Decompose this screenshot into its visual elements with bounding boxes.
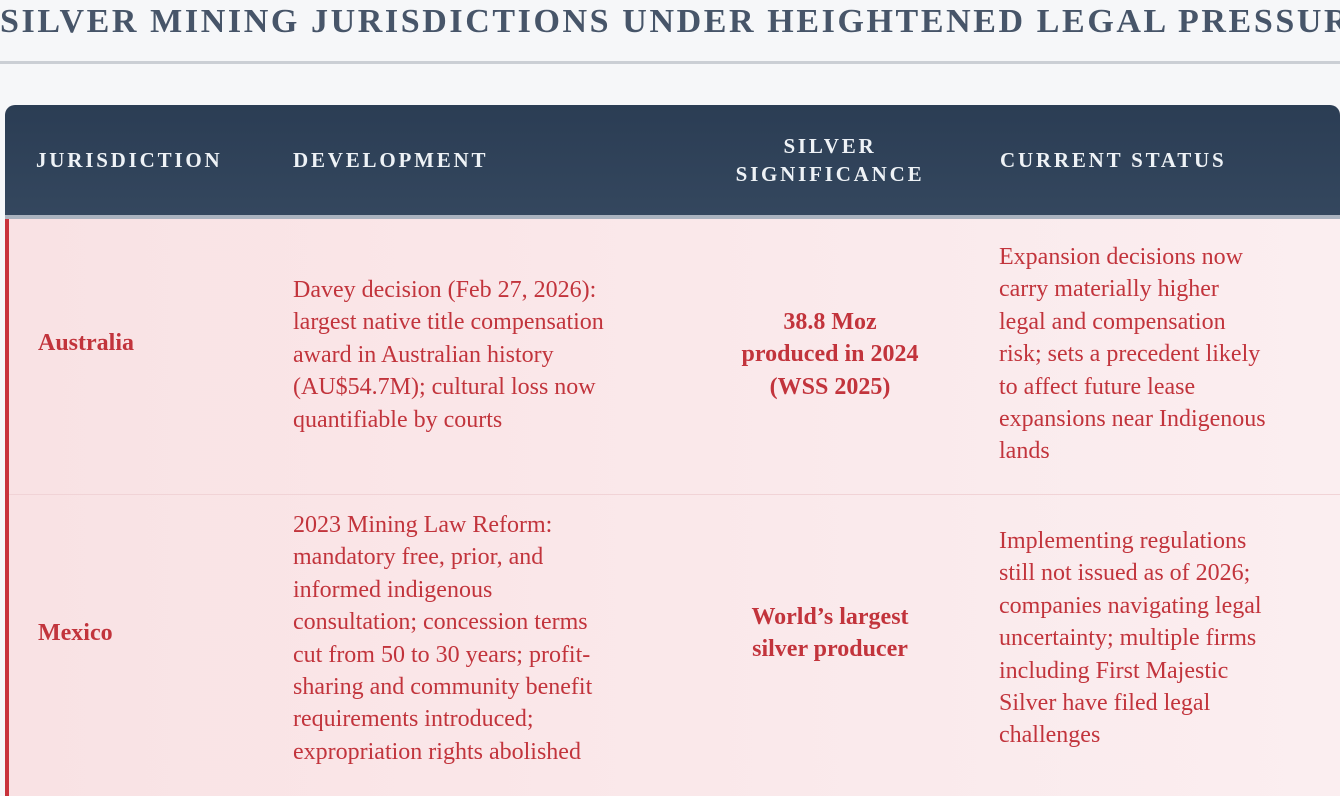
significance-line: 38.8 Moz [783, 309, 877, 335]
development-line: Davey decision (Feb 27, 2026): [293, 277, 597, 303]
current-status-cell: Implementing regulations still not issue… [999, 525, 1262, 752]
row-accent-bar [5, 219, 9, 796]
column-header-silver-significance-line: SILVER [783, 134, 877, 158]
development-line: sharing and community benefit [293, 674, 593, 701]
development-line: award in Australian history [293, 341, 554, 368]
status-line: carry materially higher [999, 276, 1219, 303]
jurisdiction-cell: Australia [38, 330, 134, 356]
significance-line: silver producer [752, 636, 908, 663]
development-line: cut from 50 to 30 years; profit- [293, 641, 591, 668]
table-row-mexico: Mexico 2023 Mining Law Reform: mandatory… [5, 495, 1340, 796]
jurisdiction-cell: Mexico [38, 620, 113, 646]
column-header-development: DEVELOPMENT [293, 148, 489, 172]
development-cell: 2023 Mining Law Reform: mandatory free, … [293, 509, 592, 768]
development-line: requirements introduced; [293, 706, 534, 733]
status-line: Silver have filed legal [999, 690, 1211, 717]
title-divider [0, 61, 1340, 64]
status-line: including First Majestic [999, 657, 1229, 684]
development-line: consultation; concession terms [293, 609, 588, 636]
development-line: expropriation rights abolished [293, 738, 581, 765]
current-status-cell: Expansion decisions now carry materially… [999, 241, 1266, 468]
development-line: informed indigenous [293, 576, 493, 603]
significance-line: produced in 2024 [741, 341, 919, 368]
development-line: quantifiable by courts [293, 406, 503, 433]
status-line: lands [999, 438, 1050, 465]
status-line: uncertainty; multiple firms [999, 625, 1257, 652]
development-line: (AU$54.7M); cultural loss now [293, 374, 596, 401]
page-title: SILVER MINING JURISDICTIONS UNDER HEIGHT… [0, 3, 1340, 40]
status-line: legal and compensation [999, 308, 1226, 335]
status-line: challenges [999, 722, 1101, 749]
development-line: mandatory free, prior, and [293, 544, 544, 571]
status-line: expansions near Indigenous [999, 406, 1266, 433]
status-line: Implementing regulations [999, 528, 1247, 554]
development-line: largest native title compensation [293, 309, 604, 336]
status-line: companies navigating legal [999, 592, 1262, 619]
silver-significance-cell: 38.8 Moz produced in 2024 (WSS 2025) [710, 306, 950, 403]
header-divider [5, 215, 1340, 219]
jurisdictions-table: JURISDICTION DEVELOPMENT SILVER SIGNIFIC… [5, 105, 1340, 796]
column-header-silver-significance-line: SIGNIFICANCE [735, 162, 925, 186]
status-line: still not issued as of 2026; [999, 560, 1251, 587]
column-header-jurisdiction: JURISDICTION [36, 148, 223, 172]
silver-significance-cell: World’s largest silver producer [710, 601, 950, 666]
development-line: 2023 Mining Law Reform: [293, 512, 553, 538]
table-row-australia: Australia Davey decision (Feb 27, 2026):… [5, 219, 1340, 494]
significance-line: (WSS 2025) [769, 373, 891, 400]
column-header-silver-significance: SILVER SIGNIFICANCE [720, 132, 940, 188]
table-header: JURISDICTION DEVELOPMENT SILVER SIGNIFIC… [5, 105, 1340, 215]
status-line: Expansion decisions now [999, 244, 1243, 270]
development-cell: Davey decision (Feb 27, 2026): largest n… [293, 274, 604, 436]
significance-line: World’s largest [751, 604, 909, 630]
status-line: risk; sets a precedent likely [999, 341, 1261, 368]
column-header-current-status: CURRENT STATUS [1000, 148, 1227, 172]
status-line: to affect future lease [999, 373, 1196, 400]
row-divider [5, 494, 1340, 495]
